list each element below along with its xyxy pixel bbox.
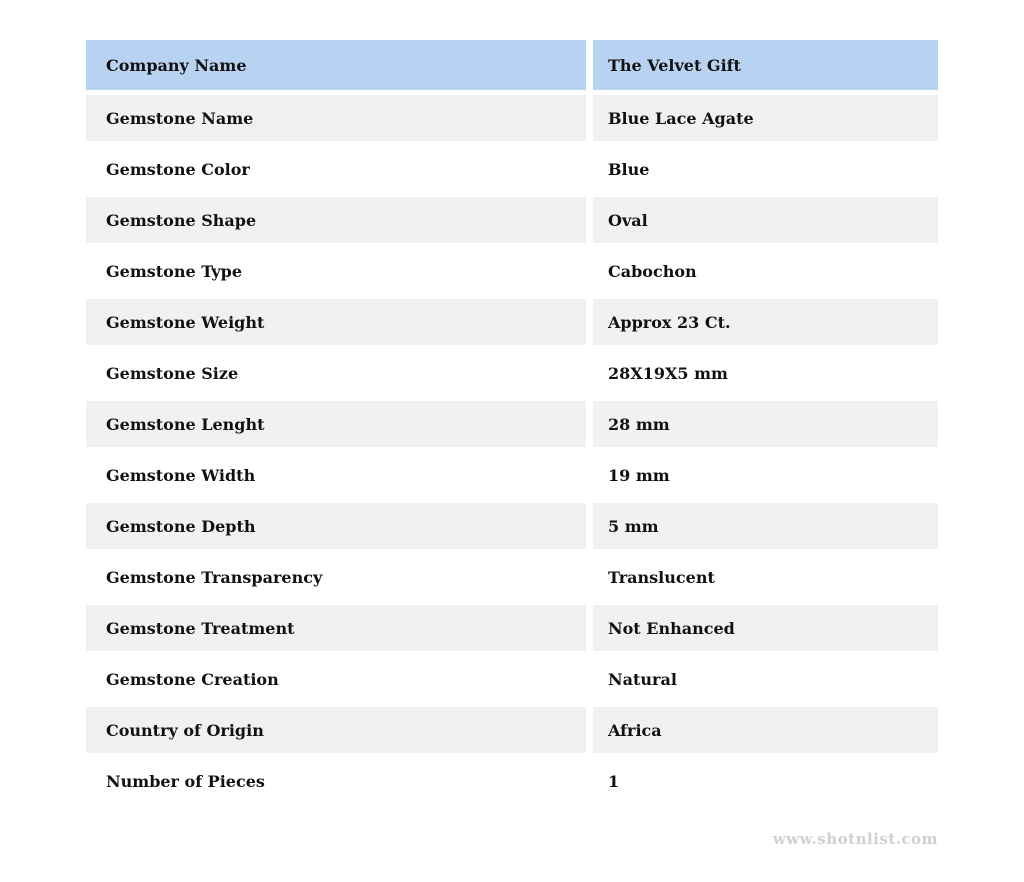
spec-value: 1 (593, 758, 938, 804)
spec-label: Number of Pieces (86, 758, 586, 804)
spec-value: Blue (593, 146, 938, 192)
spec-value: Oval (593, 197, 938, 243)
spec-value: Natural (593, 656, 938, 702)
spec-row-gemstone-name: Gemstone Name Blue Lace Agate (86, 95, 938, 141)
spec-label: Gemstone Size (86, 350, 586, 396)
spec-label: Gemstone Type (86, 248, 586, 294)
spec-value: 19 mm (593, 452, 938, 498)
spec-value: Cabochon (593, 248, 938, 294)
spec-label: Gemstone Depth (86, 503, 586, 549)
spec-label: Gemstone Name (86, 95, 586, 141)
spec-row-gemstone-treatment: Gemstone Treatment Not Enhanced (86, 605, 938, 651)
spec-value: Not Enhanced (593, 605, 938, 651)
spec-row-gemstone-weight: Gemstone Weight Approx 23 Ct. (86, 299, 938, 345)
spec-row-gemstone-transparency: Gemstone Transparency Translucent (86, 554, 938, 600)
spec-label: Gemstone Shape (86, 197, 586, 243)
spec-value: 28 mm (593, 401, 938, 447)
header-label-cell: Company Name (86, 40, 586, 90)
spec-table-head: Company Name The Velvet Gift (86, 40, 938, 90)
spec-value: 5 mm (593, 503, 938, 549)
watermark-text: www.shotnlist.com (772, 830, 938, 848)
spec-table-body: Gemstone Name Blue Lace Agate Gemstone C… (86, 95, 938, 804)
spec-label: Gemstone Creation (86, 656, 586, 702)
table-header-row: Company Name The Velvet Gift (86, 40, 938, 90)
spec-table-container: Company Name The Velvet Gift Gemstone Na… (79, 35, 945, 809)
spec-row-gemstone-width: Gemstone Width 19 mm (86, 452, 938, 498)
spec-row-gemstone-depth: Gemstone Depth 5 mm (86, 503, 938, 549)
spec-row-country-of-origin: Country of Origin Africa (86, 707, 938, 753)
spec-value: Approx 23 Ct. (593, 299, 938, 345)
spec-label: Gemstone Width (86, 452, 586, 498)
spec-label: Country of Origin (86, 707, 586, 753)
spec-row-number-of-pieces: Number of Pieces 1 (86, 758, 938, 804)
spec-label: Gemstone Weight (86, 299, 586, 345)
spec-row-gemstone-lenght: Gemstone Lenght 28 mm (86, 401, 938, 447)
spec-row-gemstone-shape: Gemstone Shape Oval (86, 197, 938, 243)
header-value-cell: The Velvet Gift (593, 40, 938, 90)
spec-value: Translucent (593, 554, 938, 600)
spec-row-gemstone-size: Gemstone Size 28X19X5 mm (86, 350, 938, 396)
spec-label: Gemstone Color (86, 146, 586, 192)
spec-row-gemstone-creation: Gemstone Creation Natural (86, 656, 938, 702)
spec-value: 28X19X5 mm (593, 350, 938, 396)
gemstone-spec-table: Company Name The Velvet Gift Gemstone Na… (79, 35, 945, 809)
spec-row-gemstone-type: Gemstone Type Cabochon (86, 248, 938, 294)
spec-value: Blue Lace Agate (593, 95, 938, 141)
spec-label: Gemstone Lenght (86, 401, 586, 447)
spec-label: Gemstone Transparency (86, 554, 586, 600)
spec-value: Africa (593, 707, 938, 753)
spec-row-gemstone-color: Gemstone Color Blue (86, 146, 938, 192)
spec-label: Gemstone Treatment (86, 605, 586, 651)
